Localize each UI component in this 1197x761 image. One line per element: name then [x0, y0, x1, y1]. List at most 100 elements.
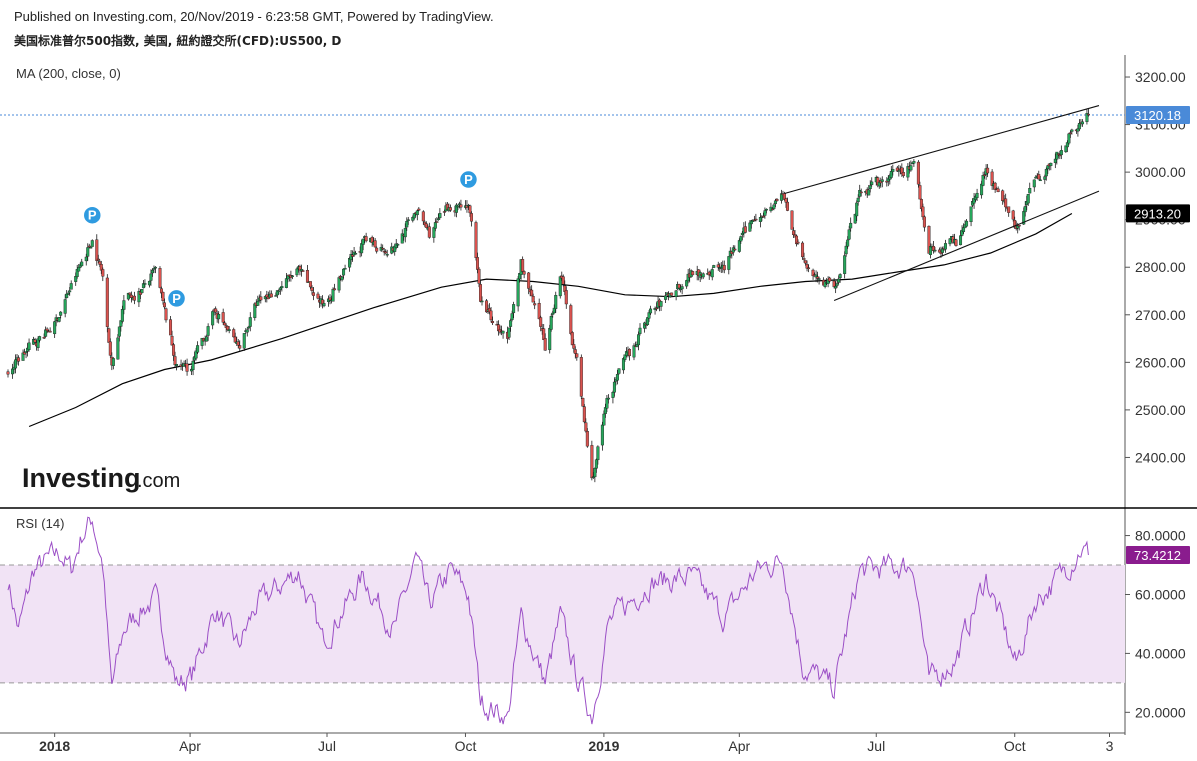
candle-body	[205, 336, 209, 342]
candle-body	[1022, 211, 1026, 225]
candle-body	[646, 317, 650, 326]
candle	[727, 256, 731, 275]
rsi-value-tag-box	[1126, 545, 1190, 564]
candle	[570, 330, 574, 346]
candle	[754, 213, 758, 222]
candle-body	[1001, 190, 1005, 202]
candle	[284, 273, 288, 289]
candle	[590, 440, 594, 481]
candle-body	[227, 329, 231, 331]
candle-body	[712, 265, 716, 268]
candle-body	[280, 286, 284, 289]
candle-body	[191, 360, 195, 370]
candle-body	[469, 213, 473, 222]
candle-body	[537, 302, 541, 320]
candle-body	[969, 206, 973, 223]
pivot-marker[interactable]: P	[458, 169, 479, 190]
candle	[107, 327, 111, 343]
candle	[1032, 179, 1036, 192]
candle-body	[816, 276, 820, 279]
candle	[879, 177, 883, 188]
candle-body	[68, 290, 72, 293]
candle	[48, 327, 52, 333]
candle	[659, 300, 663, 312]
candle	[6, 369, 10, 378]
candle	[1004, 193, 1008, 212]
candle-body	[530, 289, 534, 297]
candle-body	[277, 290, 281, 293]
candle-body	[916, 161, 920, 185]
candle-body	[617, 368, 621, 374]
pivot-marker[interactable]: P	[82, 205, 103, 225]
candle-body	[480, 300, 484, 303]
candle-body	[45, 328, 49, 331]
candle	[1026, 193, 1030, 206]
candle-body	[1032, 179, 1036, 188]
candle	[469, 211, 473, 227]
candle-body	[655, 307, 659, 310]
candle	[531, 293, 535, 303]
candle	[581, 397, 585, 407]
candle	[828, 276, 832, 283]
candle	[221, 308, 225, 325]
trendline[interactable]	[784, 105, 1100, 195]
price-tick-label: 2700.00	[1135, 307, 1186, 323]
candle	[468, 204, 472, 217]
pivot-marker[interactable]: P	[166, 288, 187, 309]
candle	[305, 265, 309, 283]
candle-body	[772, 204, 776, 209]
candle-body	[95, 239, 99, 261]
candle	[943, 239, 947, 253]
candle	[384, 249, 388, 255]
rsi-tick-label: 60.0000	[1135, 586, 1186, 602]
candle-body	[561, 276, 565, 285]
candle-body	[754, 218, 758, 221]
candle	[1017, 224, 1021, 231]
candle	[74, 272, 78, 286]
candle	[752, 215, 756, 222]
candle	[632, 343, 636, 361]
candle-body	[1017, 224, 1021, 227]
candle	[512, 301, 516, 319]
candle-body	[784, 198, 788, 203]
candle	[737, 238, 741, 253]
candle	[539, 315, 543, 332]
candle	[38, 335, 42, 343]
candle	[1007, 206, 1011, 217]
candle	[173, 351, 177, 368]
candle	[796, 239, 800, 245]
candle	[933, 246, 937, 253]
candle	[158, 266, 162, 289]
trendline[interactable]	[833, 190, 1100, 302]
candle-body	[360, 243, 364, 254]
candle-body	[722, 265, 726, 271]
candle	[327, 295, 331, 307]
candle-body	[680, 286, 684, 290]
candle	[370, 235, 374, 247]
candle-body	[256, 301, 260, 306]
candle	[996, 186, 1000, 193]
candle-body	[48, 330, 52, 333]
candle-body	[846, 239, 850, 247]
candle-body	[677, 284, 681, 289]
candle	[311, 287, 315, 301]
candle-body	[385, 253, 389, 256]
candle	[548, 324, 552, 354]
candle-body	[331, 288, 335, 302]
candle-body	[403, 228, 407, 238]
candle-body	[311, 292, 315, 296]
candle	[975, 188, 979, 201]
candle-body	[232, 329, 236, 338]
candle-body	[569, 305, 573, 334]
candle-body	[200, 337, 204, 346]
candle-body	[150, 269, 154, 274]
candle-body	[36, 338, 40, 348]
candle	[316, 291, 320, 300]
candle-body	[542, 328, 546, 340]
candle-body	[475, 257, 479, 270]
candle-body	[86, 247, 90, 257]
candle-body	[804, 260, 808, 264]
candle	[194, 347, 198, 361]
candle	[638, 323, 642, 336]
